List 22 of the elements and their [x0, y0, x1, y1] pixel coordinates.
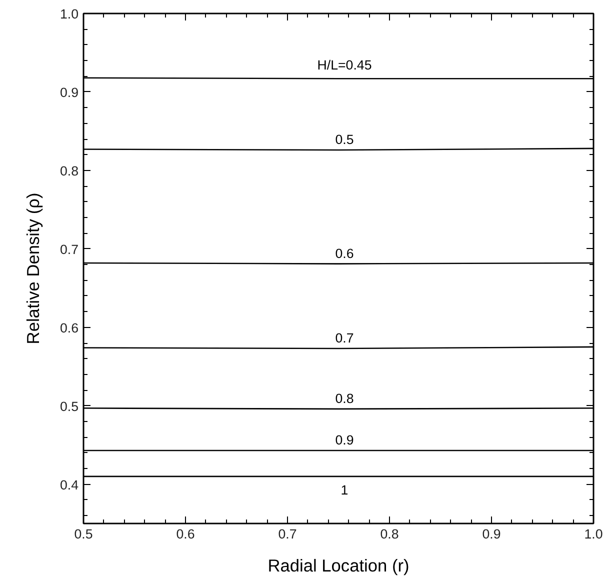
- series-label: 0.5: [335, 132, 354, 148]
- y-tick-label: 1.0: [60, 6, 79, 22]
- y-tick-label: 0.4: [60, 477, 80, 492]
- series-label: H/L=0.45: [317, 58, 372, 73]
- y-tick-label: 0.8: [60, 163, 79, 178]
- series-label: 0.9: [335, 432, 354, 448]
- x-tick-label: 1.0: [584, 526, 603, 542]
- y-tick-label: 0.6: [60, 320, 79, 336]
- series-label: 0.6: [335, 246, 354, 261]
- series-label: 1: [340, 482, 348, 498]
- series-label: 0.7: [335, 330, 354, 346]
- y-tick-label: 0.5: [60, 398, 79, 414]
- y-axis-title: Relative Density (ρ): [22, 192, 43, 344]
- y-tick-label: 0.9: [60, 84, 79, 100]
- x-axis-title: Radial Location (r): [268, 556, 410, 576]
- series-label: 0.8: [335, 390, 354, 406]
- x-tick-label: 0.7: [278, 526, 297, 542]
- x-tick-label: 0.5: [74, 526, 93, 542]
- x-tick-label: 0.9: [482, 526, 501, 542]
- x-tick-label: 0.6: [176, 526, 195, 542]
- x-tick-label: 0.8: [380, 526, 399, 542]
- y-tick-label: 0.7: [60, 242, 79, 257]
